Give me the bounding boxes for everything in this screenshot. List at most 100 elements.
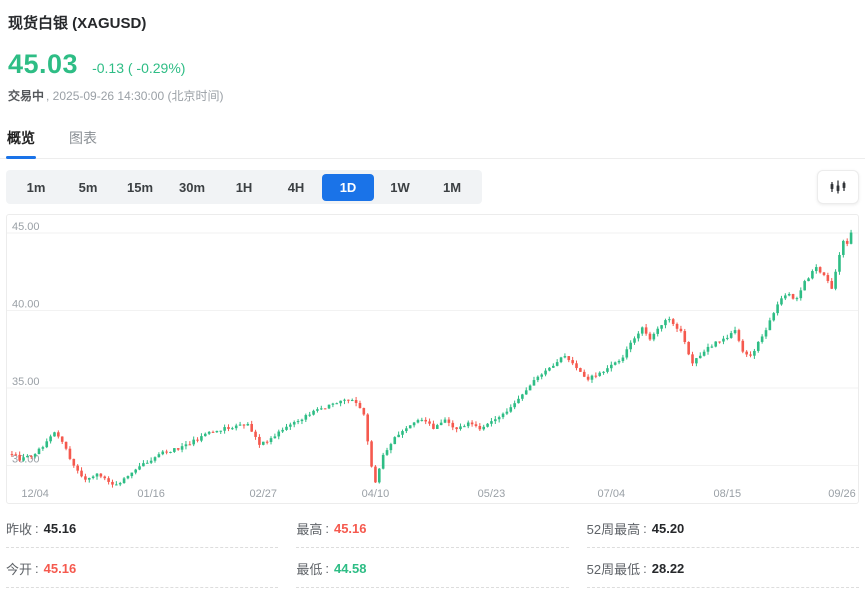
stat-separator: : bbox=[35, 561, 39, 576]
candle bbox=[524, 390, 528, 395]
candle bbox=[497, 417, 501, 420]
stat-value: 45.16 bbox=[43, 521, 77, 536]
candle bbox=[231, 428, 234, 430]
candle bbox=[664, 320, 667, 326]
candle bbox=[494, 419, 497, 422]
quote-header: 现货白银 (XAGUSD) 45.03 -0.13 ( -0.29%) 交易中,… bbox=[0, 0, 865, 104]
candle bbox=[72, 458, 76, 466]
last-price: 45.03 bbox=[8, 49, 79, 79]
candle bbox=[339, 400, 342, 404]
candle bbox=[459, 426, 462, 430]
timeframe-button-1M[interactable]: 1M bbox=[426, 174, 478, 201]
candle bbox=[238, 424, 242, 426]
candle bbox=[207, 431, 211, 434]
timeframe-button-30m[interactable]: 30m bbox=[166, 174, 218, 201]
stat-value: 45.16 bbox=[333, 521, 367, 536]
candle bbox=[389, 444, 393, 451]
candle bbox=[439, 422, 443, 426]
candle bbox=[702, 351, 706, 356]
candle bbox=[544, 370, 547, 375]
candle bbox=[838, 254, 841, 272]
timeframe-button-1H[interactable]: 1H bbox=[218, 174, 270, 201]
candle bbox=[149, 460, 153, 463]
candle bbox=[691, 354, 694, 364]
candle bbox=[799, 290, 803, 299]
candle bbox=[49, 436, 52, 442]
timeframe-button-4H[interactable]: 4H bbox=[270, 174, 322, 201]
candle bbox=[261, 441, 265, 445]
candle bbox=[57, 432, 60, 437]
candle bbox=[319, 408, 323, 410]
candle bbox=[501, 413, 505, 418]
candle bbox=[594, 375, 598, 377]
candle bbox=[258, 436, 261, 445]
candle bbox=[350, 400, 354, 402]
candle bbox=[84, 476, 87, 480]
candle bbox=[637, 333, 640, 339]
candle bbox=[532, 380, 536, 386]
candle bbox=[768, 320, 772, 331]
tab-chart[interactable]: 图表 bbox=[69, 130, 97, 146]
candle bbox=[466, 422, 470, 427]
candle bbox=[26, 455, 29, 458]
candle bbox=[99, 473, 103, 477]
candle bbox=[87, 477, 91, 480]
candle bbox=[791, 294, 795, 299]
candle bbox=[795, 298, 799, 300]
stat-value: 45.16 bbox=[43, 561, 77, 576]
candle bbox=[285, 426, 288, 430]
tab-overview[interactable]: 概览 bbox=[6, 120, 36, 159]
timeframe-button-1D[interactable]: 1D bbox=[322, 173, 374, 201]
candle bbox=[687, 341, 690, 355]
candle bbox=[737, 330, 741, 341]
candle bbox=[335, 403, 339, 405]
x-axis-label: 12/04 bbox=[21, 488, 49, 500]
y-axis-label: 35.00 bbox=[12, 376, 40, 388]
stat-row: 52周最低:28.22 bbox=[586, 548, 859, 588]
candle bbox=[536, 376, 540, 381]
x-axis-label: 07/04 bbox=[598, 488, 626, 500]
x-axis-label: 05/23 bbox=[478, 488, 506, 500]
candle bbox=[192, 439, 195, 445]
candle bbox=[463, 426, 466, 428]
timeframe-button-15m[interactable]: 15m bbox=[114, 174, 166, 201]
stat-separator: : bbox=[643, 521, 647, 536]
candle bbox=[656, 328, 660, 334]
candle bbox=[126, 476, 130, 479]
x-axis-label: 08/15 bbox=[714, 488, 742, 500]
candle bbox=[343, 399, 346, 401]
candle bbox=[416, 420, 420, 423]
timeframe-button-1W[interactable]: 1W bbox=[374, 174, 426, 201]
candle bbox=[29, 455, 33, 457]
candle bbox=[405, 428, 408, 432]
chart-toolbar: 1m 5m 15m 30m 1H 4H 1D 1W 1M bbox=[6, 170, 859, 204]
candle bbox=[103, 476, 107, 479]
candle bbox=[606, 368, 609, 372]
candle bbox=[53, 432, 56, 437]
candle bbox=[640, 327, 644, 334]
candle bbox=[161, 451, 165, 455]
candle bbox=[227, 427, 230, 429]
candle bbox=[470, 422, 474, 425]
timeframe-button-1m[interactable]: 1m bbox=[10, 174, 62, 201]
candle bbox=[41, 447, 45, 449]
candle bbox=[621, 357, 625, 361]
candle bbox=[760, 336, 764, 342]
chart-style-button[interactable] bbox=[817, 170, 859, 204]
quote-timestamp: , 2025-09-26 14:30:00 (北京时间) bbox=[46, 89, 224, 103]
candle bbox=[714, 341, 718, 347]
candle bbox=[196, 439, 199, 441]
timeframe-button-5m[interactable]: 5m bbox=[62, 174, 114, 201]
candle bbox=[683, 331, 687, 342]
stat-label: 今开 bbox=[6, 562, 33, 577]
candle bbox=[807, 278, 810, 282]
candle bbox=[362, 408, 366, 415]
candle bbox=[80, 470, 83, 477]
stat-value: 44.58 bbox=[333, 561, 367, 576]
candle bbox=[203, 433, 207, 437]
candle bbox=[726, 337, 729, 339]
candle bbox=[552, 365, 555, 368]
x-axis-label: 09/26 bbox=[828, 488, 856, 500]
